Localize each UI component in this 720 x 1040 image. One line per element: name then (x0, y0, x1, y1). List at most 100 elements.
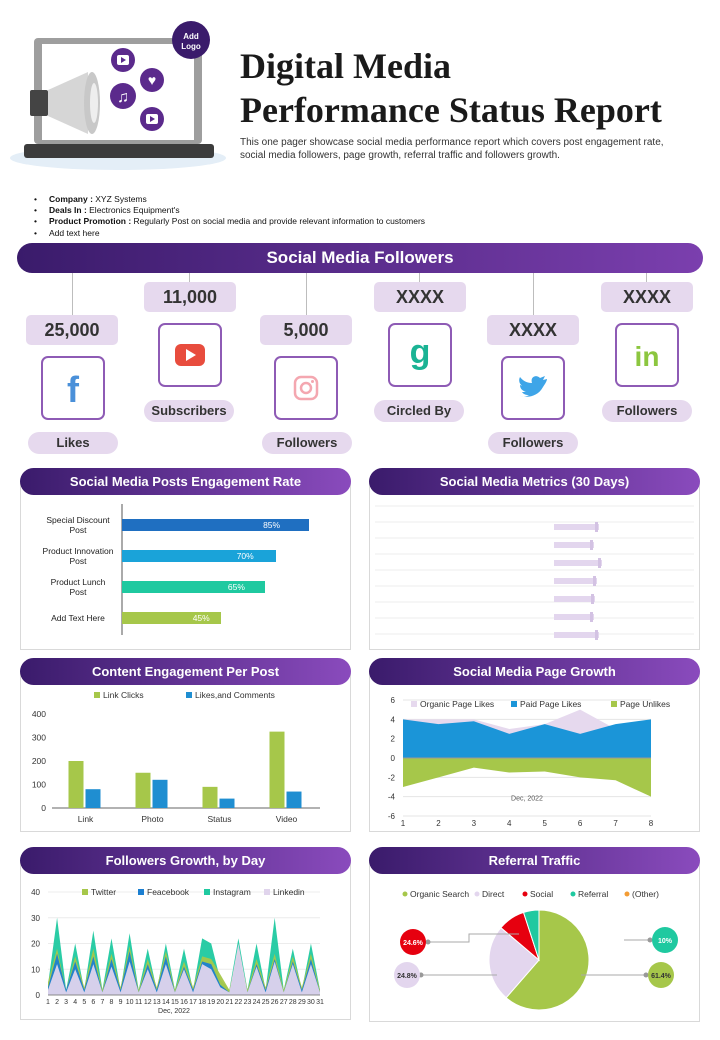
bar (554, 542, 594, 548)
instagram-icon-box (274, 356, 338, 420)
data-label-bubble (400, 929, 426, 955)
x-tick-label: 27 (280, 999, 288, 1006)
followers-banner: Social Media Followers (17, 243, 703, 273)
instagram-count: 5,000 (260, 315, 352, 345)
x-tick-label: 9 (119, 999, 123, 1006)
x-tick-label: 1 (46, 999, 50, 1006)
bar-cap (598, 558, 601, 568)
x-tick-label: 29 (298, 999, 306, 1006)
svg-text:♥: ♥ (148, 72, 156, 88)
x-axis-title: Dec, 2022 (158, 1008, 190, 1015)
instagram-icon (293, 375, 319, 401)
legend-label: Social (530, 889, 553, 899)
y-tick-label: 4 (391, 715, 396, 724)
x-tick-label: 13 (153, 999, 161, 1006)
pie-slice (522, 909, 540, 961)
connector-dot (643, 972, 649, 978)
x-tick-label: 19 (207, 999, 215, 1006)
category-label: Post (69, 587, 87, 597)
x-tick-label: 11 (135, 999, 142, 1006)
data-label-bubble (648, 962, 674, 988)
legend-swatch (82, 889, 88, 895)
x-tick-label: 4 (507, 819, 512, 828)
page-growth-chart: 6 4 2 0 -2 -4 -6 1 2 3 4 5 6 7 8 Dec, 2022 Organic Page … (388, 696, 670, 828)
bar-cap (590, 612, 593, 622)
page-title: Digital Media Performance Status Report (240, 44, 662, 132)
bar (554, 578, 597, 584)
legend-label: Twitter (91, 887, 116, 897)
x-tick-label: 20 (216, 999, 224, 1006)
content-engagement-chart: Link Clicks Likes,and Comments 0 100 200 300 4… (32, 690, 320, 824)
youtube-label: Subscribers (144, 400, 234, 422)
y-tick-label: 30 (31, 914, 40, 923)
bar (152, 779, 168, 808)
connector-line (189, 273, 190, 283)
x-tick-label: 5 (82, 999, 86, 1006)
bar (85, 789, 101, 808)
legend-swatch (511, 701, 517, 707)
metrics-panel (369, 480, 700, 650)
x-tick-label: 26 (271, 999, 279, 1006)
heart-icon: ♥ (140, 68, 164, 92)
x-tick-label: Photo (141, 814, 163, 824)
area-series (403, 758, 651, 797)
logo-text-1: Add (183, 32, 199, 41)
video-icon-2 (140, 107, 164, 131)
bar-value-label: 70% (237, 551, 254, 561)
x-tick-label: 2 (55, 999, 59, 1006)
x-tick-label: 18 (198, 999, 206, 1006)
header-illustration: ♫ ♥ Add Logo (10, 21, 226, 170)
data-label-bubble (394, 962, 420, 988)
data-label: 24.6% (403, 940, 424, 947)
promo-label: Product Promotion : (48, 216, 132, 227)
legend-swatch (611, 701, 617, 707)
connector-line (419, 273, 420, 283)
bar-cap (590, 540, 593, 550)
legend-marker (522, 891, 528, 897)
x-tick-label: 14 (162, 999, 170, 1006)
youtube-count: 11,000 (144, 282, 236, 312)
x-tick-label: 10 (126, 999, 134, 1006)
y-tick-label: 20 (31, 940, 40, 949)
metrics-chart (375, 505, 694, 640)
facebook-count: 25,000 (26, 315, 118, 345)
svg-text:g: g (410, 335, 431, 371)
bar-cap (595, 522, 598, 532)
legend-label: Paid Page Likes (520, 699, 581, 709)
x-axis-title: Dec, 2022 (511, 796, 543, 803)
referral-title: Referral Traffic (369, 847, 700, 874)
y-tick-label: 300 (32, 733, 46, 743)
y-tick-label: 200 (32, 756, 46, 766)
bar (135, 772, 151, 808)
company-info-list: Company : XYZ Systems Deals In : Electro… (34, 194, 425, 239)
extra-info-item: Add text here (34, 228, 425, 239)
category-label: Product Lunch (51, 577, 106, 587)
x-tick-label: 6 (91, 999, 95, 1006)
instagram-label: Followers (262, 432, 352, 454)
content-engagement-title: Content Engagement Per Post (20, 658, 351, 685)
bar (219, 798, 235, 808)
referral-chart: Organic Search Direct Social Referral (Other… (394, 889, 678, 1011)
x-tick-label: 4 (73, 999, 77, 1006)
bar (122, 581, 265, 593)
legend-swatch (138, 889, 144, 895)
data-label: 24.8% (397, 973, 418, 980)
laptop-base (24, 144, 214, 158)
page-growth-title: Social Media Page Growth (369, 658, 700, 685)
legend-swatch (186, 692, 192, 698)
svg-text:in: in (635, 341, 660, 370)
extra-text: Add text here (48, 227, 100, 238)
y-tick-label: 0 (391, 754, 396, 763)
bar (122, 550, 276, 562)
data-label: 10% (658, 938, 673, 945)
x-tick-label: 12 (144, 999, 152, 1006)
x-tick-label: 31 (316, 999, 324, 1006)
bar-cap (591, 594, 594, 604)
svg-text:♫: ♫ (117, 89, 129, 106)
facebook-icon-box: f (41, 356, 105, 420)
x-tick-label: 6 (578, 819, 583, 828)
x-tick-label: 23 (244, 999, 252, 1006)
twitter-icon (519, 376, 547, 397)
category-label: Post (69, 525, 87, 535)
